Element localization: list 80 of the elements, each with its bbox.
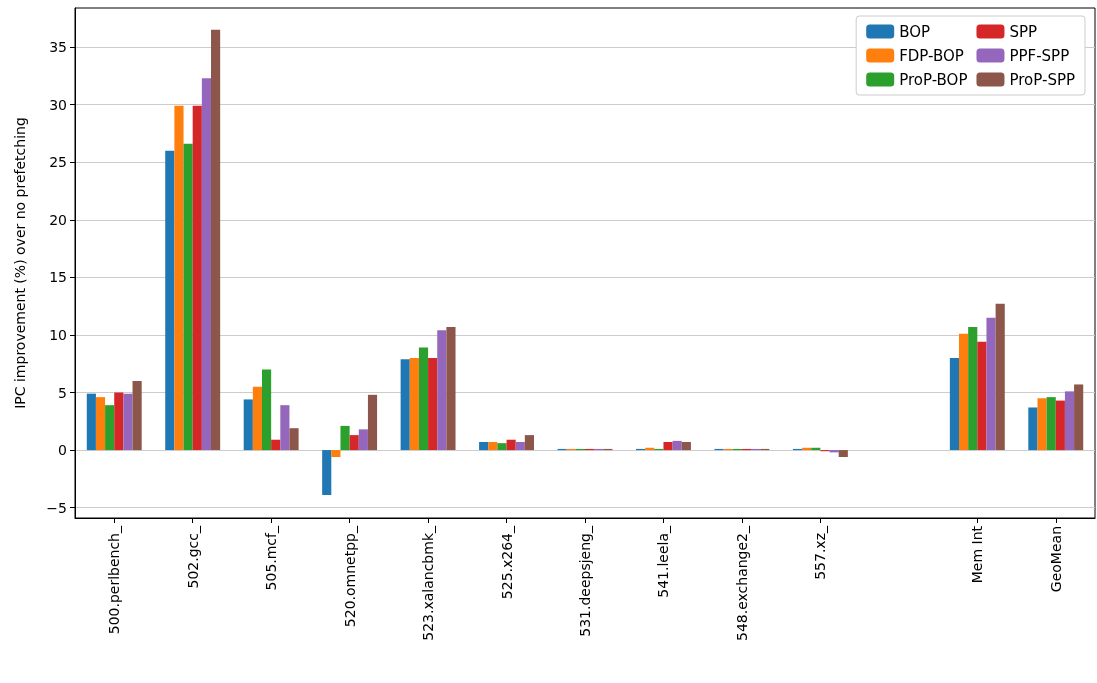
x-tick-label: 520.omnetpp_ [341, 525, 358, 628]
y-tick-label: 0 [58, 442, 67, 459]
bar [183, 143, 193, 451]
bar [322, 450, 332, 495]
bar [995, 303, 1005, 451]
bar [280, 405, 290, 451]
y-axis-title: IPC improvement (%) over no prefetching [12, 117, 28, 409]
bar [488, 442, 498, 451]
bar [681, 442, 691, 451]
bar [968, 326, 978, 451]
bar [331, 450, 341, 457]
bar [243, 399, 253, 451]
bar [418, 347, 429, 451]
bar [977, 341, 987, 451]
x-tick-label: 548.exchange2_ [733, 525, 750, 642]
x-tick-label: 523.xalancbmk_ [420, 525, 437, 641]
x-tick-label: 505.mcf_ [263, 525, 280, 591]
x-tick-label: 502.gcc_ [184, 525, 201, 589]
y-tick-label: −5 [46, 499, 67, 516]
bar [132, 381, 142, 451]
bar [192, 105, 202, 451]
y-tick-label: 15 [49, 269, 67, 286]
bar [400, 359, 410, 451]
y-tick-label: 5 [58, 384, 67, 401]
legend-label: SPP [1009, 22, 1038, 41]
bar [428, 357, 438, 451]
x-tick-label: 557.xz_ [812, 525, 829, 580]
bar [114, 392, 124, 451]
legend-label: ProP-SPP [1009, 70, 1076, 89]
bar [1046, 397, 1056, 451]
bar [349, 435, 359, 451]
bar [262, 369, 272, 451]
bar [672, 440, 682, 451]
x-tick-label: 541.leela_ [655, 525, 672, 598]
bar [271, 439, 281, 451]
bar [838, 450, 848, 457]
bar [524, 435, 534, 451]
legend-label: ProP-BOP [899, 70, 968, 89]
bar [437, 330, 447, 451]
bar [105, 405, 115, 451]
legend-label: BOP [899, 22, 931, 41]
bar [165, 150, 175, 451]
y-tick-label: 30 [49, 96, 67, 113]
bar [201, 78, 211, 451]
bar [174, 105, 184, 451]
bar [1074, 384, 1084, 451]
legend-label: PPF-SPP [1009, 46, 1070, 65]
bar [986, 317, 996, 451]
bar [1037, 398, 1047, 451]
bar [340, 425, 350, 451]
bar [358, 429, 368, 451]
bar [409, 357, 419, 451]
x-tick-label: GeoMean [1047, 526, 1064, 593]
bar [949, 357, 959, 451]
y-tick-label: 25 [49, 154, 67, 171]
bar [446, 326, 456, 451]
bar [497, 443, 507, 451]
bar [1064, 391, 1075, 451]
legend-label: FDP-BOP [899, 46, 964, 65]
x-tick-label: Mem Int [969, 525, 986, 584]
bar [95, 397, 106, 451]
bar [959, 333, 969, 451]
bar [515, 442, 525, 451]
bar [86, 393, 96, 451]
y-tick-label: 20 [49, 211, 67, 228]
bar [506, 439, 516, 451]
bar [367, 394, 378, 451]
bar [123, 393, 133, 451]
y-tick-label: 35 [49, 39, 67, 56]
x-tick-label: 531.deepsjeng_ [577, 525, 593, 637]
bar [289, 428, 299, 451]
x-tick-label: 525.x264_ [498, 525, 515, 600]
bar [663, 442, 673, 451]
bar [1028, 407, 1038, 451]
bar [252, 386, 262, 451]
y-tick-label: 10 [49, 326, 67, 343]
bar [479, 442, 489, 451]
bar [211, 29, 221, 451]
bar [1055, 400, 1065, 451]
x-tick-label: 500.perlbench_ [106, 525, 123, 635]
